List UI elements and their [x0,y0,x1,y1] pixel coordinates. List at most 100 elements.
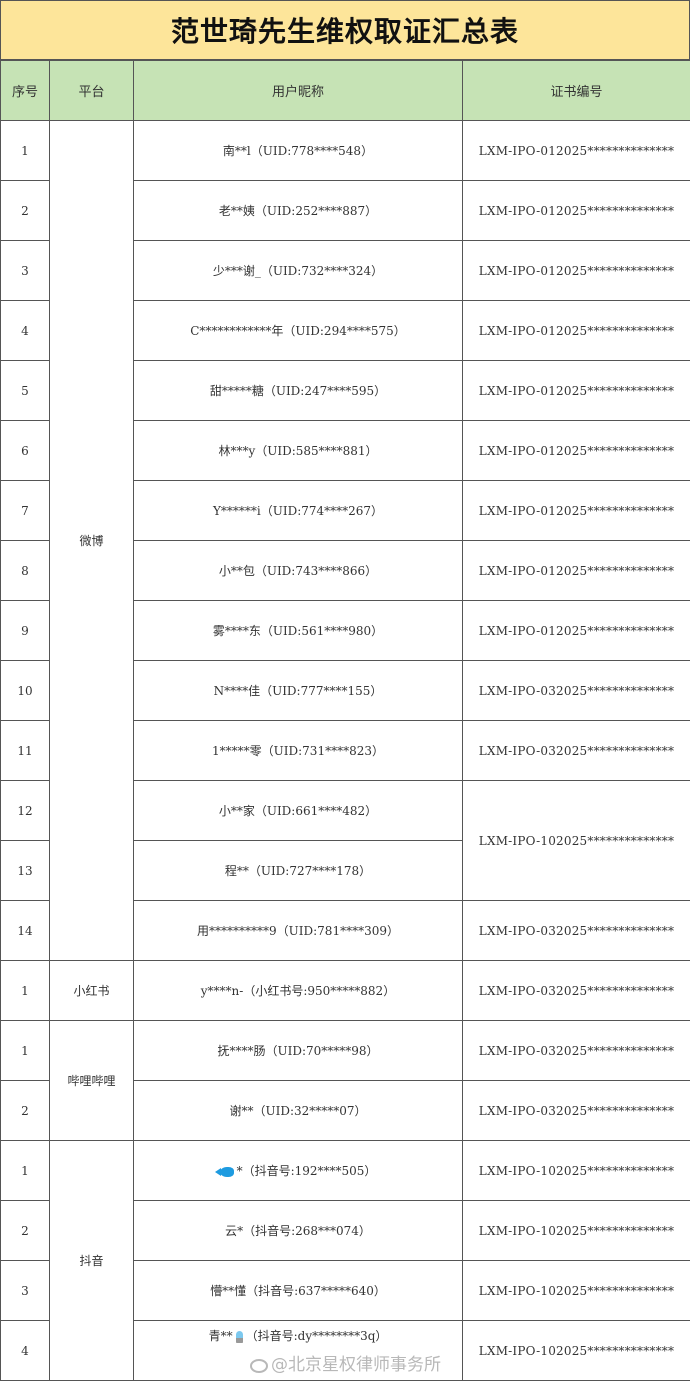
cert-number: LXM-IPO-102025************** [463,1261,690,1321]
nickname-text: y****n-（小红书号:950*****882） [201,984,395,998]
nickname-text: 懵**懂（抖音号:637*****640） [210,1284,386,1298]
nickname-text: （抖音号:dy********3q） [246,1329,388,1343]
nickname-cell: Y******i（UID:774****267） [134,481,463,541]
nickname-text: *（抖音号:192****505） [237,1164,377,1178]
nickname-cell: 老**姨（UID:252****887） [134,181,463,241]
row-index: 1 [1,1021,50,1081]
cert-number: LXM-IPO-012025************** [463,421,690,481]
nickname-text: 林***y（UID:585****881） [218,444,377,458]
cert-number: LXM-IPO-012025************** [463,601,690,661]
nickname-text: 南**l（UID:778****548） [223,144,373,158]
nickname-cell: *（抖音号:192****505） [134,1141,463,1201]
row-index: 10 [1,661,50,721]
popsicle-emoji-icon [236,1331,243,1343]
nickname-text: N****佳（UID:777****155） [214,684,383,698]
row-index: 4 [1,301,50,361]
row-index: 2 [1,1201,50,1261]
row-index: 13 [1,841,50,901]
watermark: @北京星权律师事务所 [250,1356,441,1375]
cert-number: LXM-IPO-012025************** [463,481,690,541]
watermark-text: @北京星权律师事务所 [271,1356,441,1375]
nickname-cell: 雾****东（UID:561****980） [134,601,463,661]
header-index: 序号 [1,61,50,121]
platform-cell: 抖音 [50,1141,134,1381]
row-index: 1 [1,121,50,181]
nickname-text: 雾****东（UID:561****980） [213,624,383,638]
nickname-cell: 林***y（UID:585****881） [134,421,463,481]
platform-cell: 微博 [50,121,134,961]
nickname-text: 云*（抖音号:268***074） [225,1224,371,1238]
cert-number: LXM-IPO-012025************** [463,241,690,301]
nickname-cell: y****n-（小红书号:950*****882） [134,961,463,1021]
nickname-text: Y******i（UID:774****267） [213,504,383,518]
cert-number: LXM-IPO-032025************** [463,961,690,1021]
header-nickname: 用户昵称 [134,61,463,121]
header-row: 序号 平台 用户昵称 证书编号 [1,61,690,121]
cert-number: LXM-IPO-012025************** [463,121,690,181]
row-index: 6 [1,421,50,481]
nickname-cell: 少***谢_（UID:732****324） [134,241,463,301]
cert-number: LXM-IPO-032025************** [463,1021,690,1081]
weibo-logo-icon [250,1359,268,1373]
row-index: 2 [1,1081,50,1141]
nickname-text: 甜*****糖（UID:247****595） [210,384,386,398]
nickname-cell: 云*（抖音号:268***074） [134,1201,463,1261]
row-index: 14 [1,901,50,961]
row-index: 3 [1,1261,50,1321]
row-index: 7 [1,481,50,541]
cert-number: LXM-IPO-032025************** [463,1081,690,1141]
row-index: 4 [1,1321,50,1381]
nickname-cell: 1*****零（UID:731****823） [134,721,463,781]
nickname-text: 程**（UID:727****178） [225,864,371,878]
row-index: 8 [1,541,50,601]
nickname-cell: 小**家（UID:661****482） [134,781,463,841]
table-title: 范世琦先生维权取证汇总表 [0,0,690,60]
row-index: 5 [1,361,50,421]
nickname-text: 1*****零（UID:731****823） [212,744,384,758]
row-index: 9 [1,601,50,661]
fish-emoji-icon [220,1167,234,1177]
nickname-cell: 懵**懂（抖音号:637*****640） [134,1261,463,1321]
nickname-text: 小**包（UID:743****866） [219,564,377,578]
nickname-cell: 抚****肠（UID:70*****98） [134,1021,463,1081]
cert-number: LXM-IPO-032025************** [463,721,690,781]
header-cert: 证书编号 [463,61,690,121]
cert-number: LXM-IPO-012025************** [463,301,690,361]
nickname-cell: 南**l（UID:778****548） [134,121,463,181]
nickname-cell: N****佳（UID:777****155） [134,661,463,721]
nickname-cell: 程**（UID:727****178） [134,841,463,901]
cert-number: LXM-IPO-032025************** [463,901,690,961]
platform-cell: 哔哩哔哩 [50,1021,134,1141]
nickname-cell: 谢**（UID:32*****07） [134,1081,463,1141]
cert-number: LXM-IPO-102025************** [463,781,690,901]
nickname-text: C************年（UID:294****575） [190,324,406,338]
nickname-prefix: 青** [209,1329,233,1343]
nickname-text: 用**********9（UID:781****309） [197,924,399,938]
nickname-text: 抚****肠（UID:70*****98） [217,1044,378,1058]
row-index: 1 [1,961,50,1021]
cert-number: LXM-IPO-012025************** [463,541,690,601]
nickname-text: 谢**（UID:32*****07） [229,1104,366,1118]
row-index: 3 [1,241,50,301]
nickname-cell: C************年（UID:294****575） [134,301,463,361]
row-index: 11 [1,721,50,781]
row-index: 12 [1,781,50,841]
platform-cell: 小红书 [50,961,134,1021]
cert-number: LXM-IPO-012025************** [463,181,690,241]
cert-number: LXM-IPO-032025************** [463,661,690,721]
nickname-text: 老**姨（UID:252****887） [219,204,377,218]
nickname-cell: 用**********9（UID:781****309） [134,901,463,961]
cert-number: LXM-IPO-102025************** [463,1141,690,1201]
nickname-text: 小**家（UID:661****482） [219,804,377,818]
row-index: 1 [1,1141,50,1201]
cert-number: LXM-IPO-012025************** [463,361,690,421]
nickname-text: 少***谢_（UID:732****324） [213,264,383,278]
cert-number: LXM-IPO-102025************** [463,1201,690,1261]
row-index: 2 [1,181,50,241]
header-platform: 平台 [50,61,134,121]
